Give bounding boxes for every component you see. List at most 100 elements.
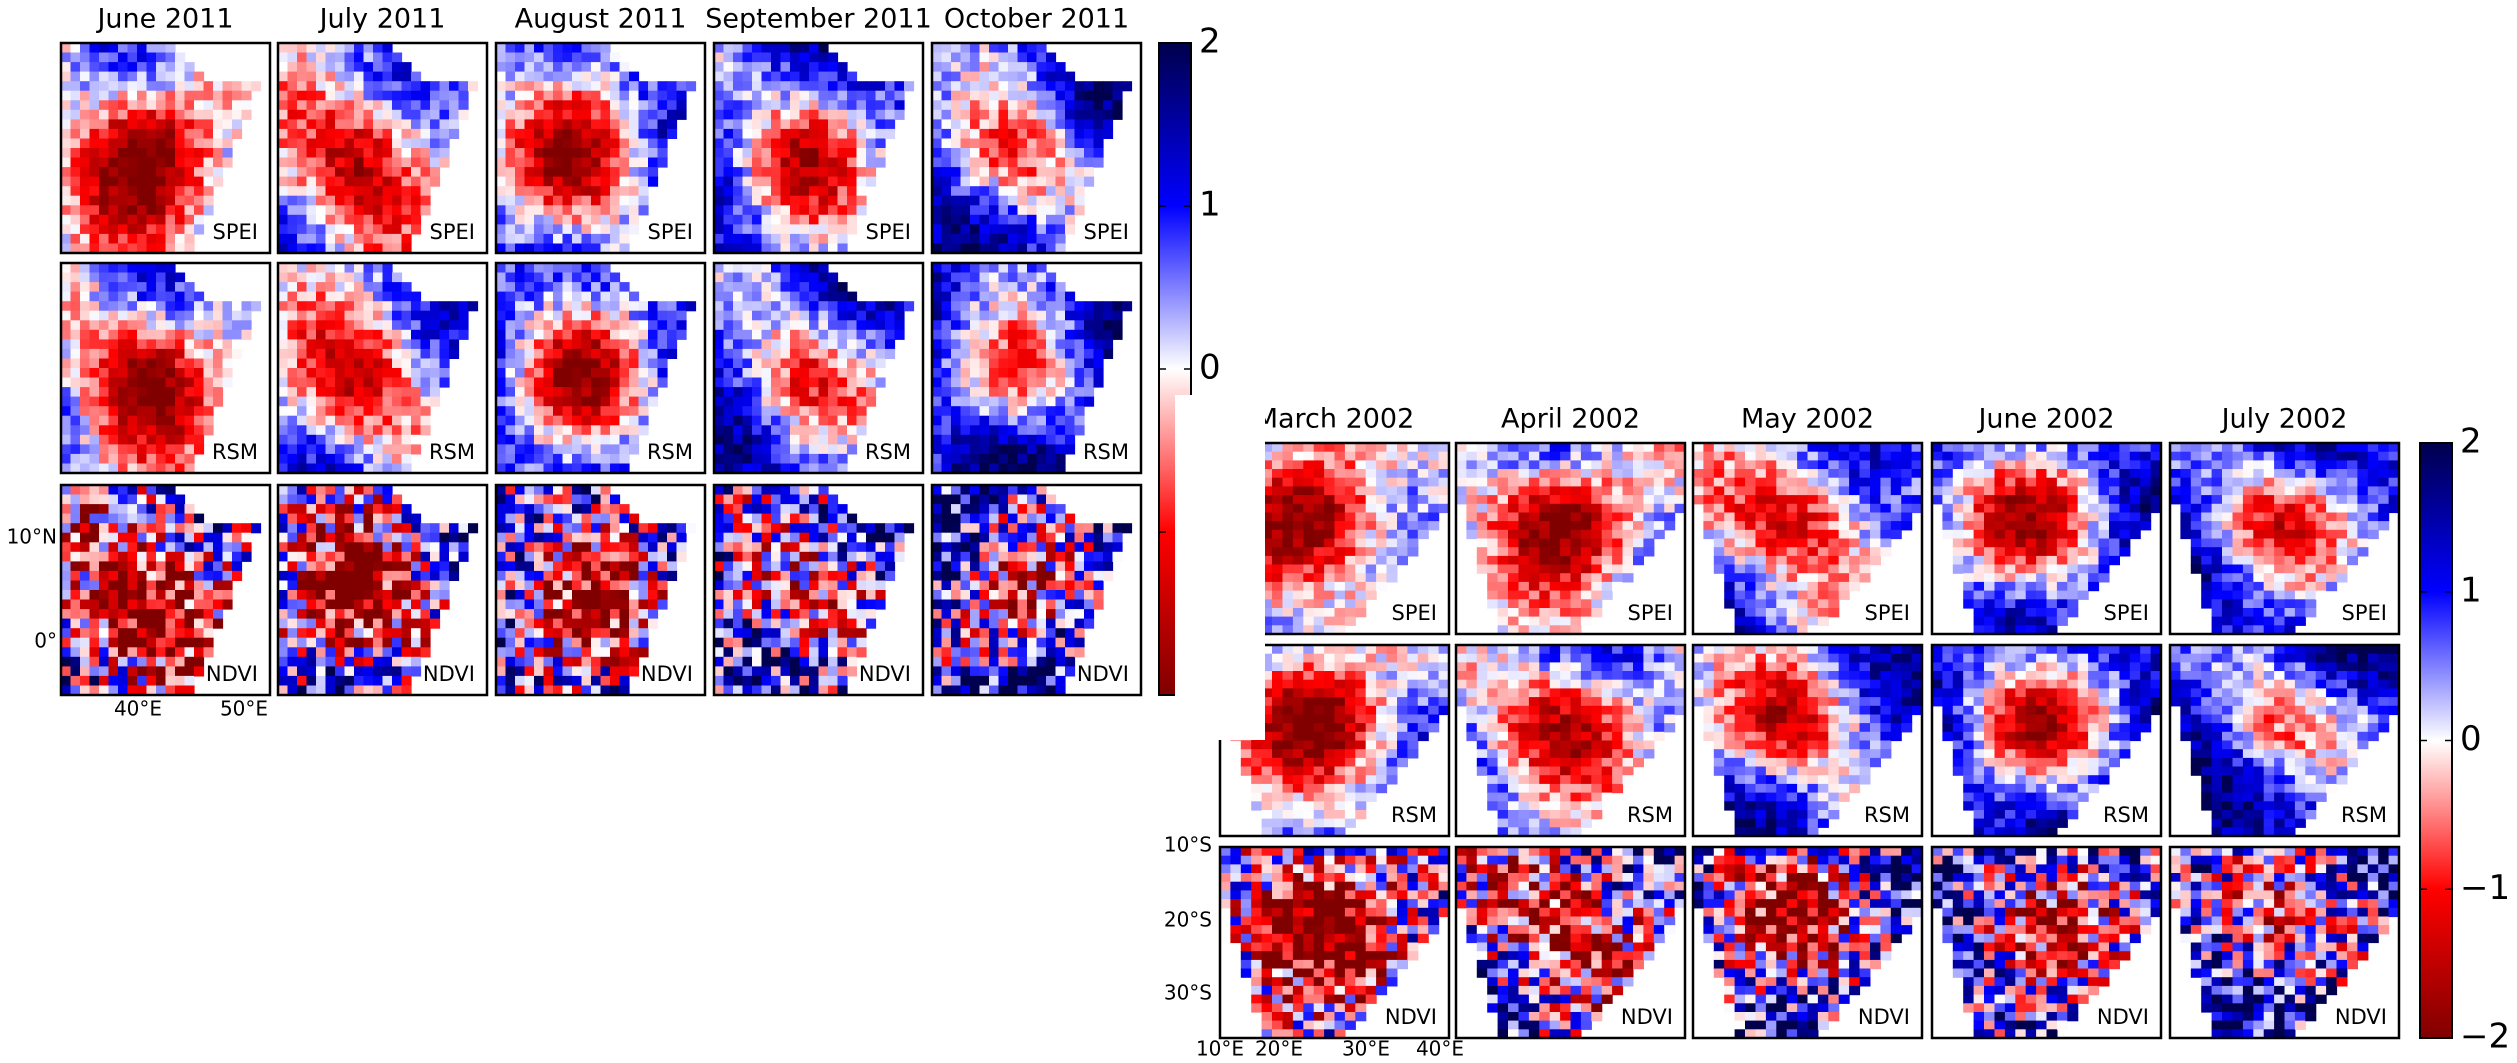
map-pixel xyxy=(354,533,364,543)
map-pixel xyxy=(677,81,687,91)
map-pixel xyxy=(345,590,355,600)
map-pixel xyxy=(364,167,374,177)
map-pixel xyxy=(534,416,544,426)
map-pixel xyxy=(667,119,677,129)
map-pixel xyxy=(213,609,223,619)
map-pixel xyxy=(307,349,317,359)
map-pixel xyxy=(610,72,620,82)
map-pixel xyxy=(61,359,71,369)
map-pixel xyxy=(61,139,71,149)
map-pixel xyxy=(639,349,649,359)
map-pixel xyxy=(771,177,781,187)
map-pixel xyxy=(724,504,734,514)
map-pixel xyxy=(213,523,223,533)
map-pixel xyxy=(563,282,573,292)
map-pixel xyxy=(316,454,326,464)
map-pixel xyxy=(515,425,525,435)
map-pixel xyxy=(80,349,90,359)
map-pixel xyxy=(496,378,506,388)
map-pixel xyxy=(553,444,563,454)
map-pixel xyxy=(335,273,345,283)
map-pixel xyxy=(345,91,355,101)
map-pixel xyxy=(809,638,819,648)
map-pixel xyxy=(288,485,298,495)
map-pixel xyxy=(582,647,592,657)
map-pixel xyxy=(800,330,810,340)
map-pixel xyxy=(591,444,601,454)
map-pixel xyxy=(80,53,90,63)
map-pixel xyxy=(278,552,288,562)
map-pixel xyxy=(866,600,876,610)
map-pixel xyxy=(610,359,620,369)
map-pixel xyxy=(506,609,516,619)
map-pixel xyxy=(109,129,119,139)
map-pixel xyxy=(506,666,516,676)
map-pixel xyxy=(1008,263,1018,273)
map-pixel xyxy=(582,657,592,667)
map-pixel xyxy=(525,609,535,619)
map-pixel xyxy=(876,320,886,330)
map-pixel xyxy=(421,205,431,215)
map-pixel xyxy=(800,224,810,234)
map-pixel xyxy=(307,72,317,82)
map-pixel xyxy=(800,282,810,292)
map-pixel xyxy=(1037,196,1047,206)
map-pixel xyxy=(61,311,71,321)
map-pixel xyxy=(876,359,886,369)
map-pixel xyxy=(743,495,753,505)
map-pixel xyxy=(166,43,176,53)
map-pixel xyxy=(961,205,971,215)
map-pixel xyxy=(714,311,724,321)
map-pixel xyxy=(733,148,743,158)
map-pixel xyxy=(714,368,724,378)
map-pixel xyxy=(71,129,81,139)
map-pixel xyxy=(563,339,573,349)
map-pixel xyxy=(771,397,781,407)
map-pixel xyxy=(591,196,601,206)
map-pixel xyxy=(118,533,128,543)
map-pixel xyxy=(307,495,317,505)
map-pixel xyxy=(364,666,374,676)
map-pixel xyxy=(421,196,431,206)
map-pixel xyxy=(364,416,374,426)
map-pixel xyxy=(335,311,345,321)
map-pixel xyxy=(137,224,147,234)
map-pixel xyxy=(316,148,326,158)
map-pixel xyxy=(553,581,563,591)
map-pixel xyxy=(326,581,336,591)
map-pixel xyxy=(392,600,402,610)
map-pixel xyxy=(80,100,90,110)
map-pixel xyxy=(866,533,876,543)
map-pixel xyxy=(591,167,601,177)
map-pixel xyxy=(743,657,753,667)
map-pixel xyxy=(942,196,952,206)
map-pixel xyxy=(137,100,147,110)
map-pixel xyxy=(553,72,563,82)
map-pixel xyxy=(771,91,781,101)
map-pixel xyxy=(335,301,345,311)
map-pixel xyxy=(345,43,355,53)
map-pixel xyxy=(620,167,630,177)
map-pixel xyxy=(629,425,639,435)
map-pixel xyxy=(885,339,895,349)
map-pixel xyxy=(288,273,298,283)
map-pixel xyxy=(525,676,535,686)
map-pixel xyxy=(781,581,791,591)
map-pixel xyxy=(809,425,819,435)
map-pixel xyxy=(847,139,857,149)
map-pixel xyxy=(411,514,421,524)
map-pixel xyxy=(714,571,724,581)
map-pixel xyxy=(601,177,611,187)
map-pixel xyxy=(128,224,138,234)
map-pixel xyxy=(449,100,459,110)
map-pixel xyxy=(118,43,128,53)
map-pixel xyxy=(724,514,734,524)
map-pixel xyxy=(591,657,601,667)
map-pixel xyxy=(345,666,355,676)
map-pixel xyxy=(828,330,838,340)
map-pixel xyxy=(232,81,242,91)
map-pixel xyxy=(980,406,990,416)
map-pixel xyxy=(185,139,195,149)
map-pixel xyxy=(781,301,791,311)
map-pixel xyxy=(724,91,734,101)
